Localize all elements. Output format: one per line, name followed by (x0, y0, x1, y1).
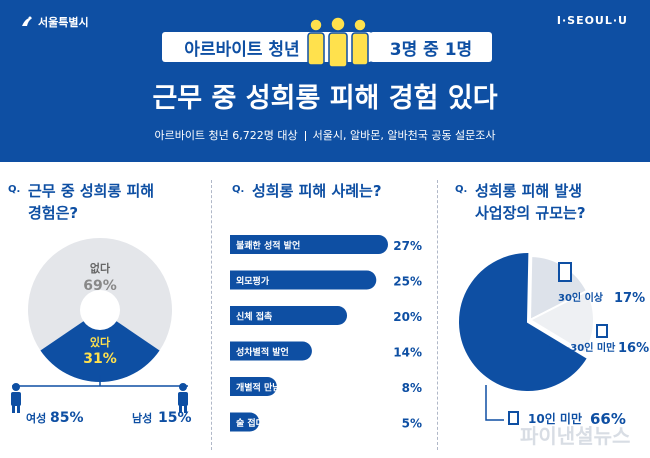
pie-value-2: 16% (618, 341, 649, 356)
headline: 근무 중 성희롱 피해 경험 있다 (152, 83, 498, 114)
donut-slice-yes (40, 310, 160, 382)
seoul-logo-icon (20, 15, 34, 29)
bar-cap-2 (230, 306, 249, 325)
male-icon (178, 383, 188, 413)
bar-label-3: 성차별적 발언 (236, 346, 289, 358)
pill-right: 3명 중 1명 (370, 32, 492, 62)
male-icon-leg-left (179, 405, 182, 413)
bar-value-1: 25% (393, 275, 422, 289)
building-icon-small (508, 411, 519, 425)
brand-slogan: I·SEOUL·U (556, 14, 628, 27)
female-icon-leg-right (17, 405, 20, 413)
bar-label-1: 외모평가 (236, 275, 270, 287)
female-icon (11, 383, 21, 413)
male-icon-leg-right (184, 405, 187, 413)
building-icon-large (558, 262, 572, 282)
question-3-line-1: 성희롱 피해 발생 (475, 182, 583, 200)
bar-cap-1 (230, 270, 249, 290)
pill-right-text: 3명 중 1명 (389, 39, 473, 60)
question-1-line-2: 경험은? (28, 204, 79, 222)
bar-label-2: 신체 접촉 (236, 311, 272, 323)
divider-1 (211, 180, 212, 450)
bar-cap-5 (230, 412, 249, 432)
leader-line (485, 385, 504, 421)
bar-1 (230, 270, 377, 290)
gender-value-male: 15% (158, 410, 192, 426)
pie-value-1: 17% (614, 291, 645, 306)
seoul-logo: 서울특별시 (20, 14, 89, 30)
bar-3 (230, 341, 312, 361)
donut-hole (80, 290, 120, 330)
building-icon-medium (596, 324, 608, 338)
female-icon-head (12, 383, 20, 391)
q-mark: Q. (232, 184, 245, 195)
watermark: 파이낸셜뉴스 (520, 424, 631, 448)
female-icon-body (11, 392, 21, 406)
q-mark: Q. (455, 184, 468, 195)
experience-donut-chart: 없다 69% 있다 31% 여성 85% 남성 15% (11, 238, 192, 426)
bar-0 (230, 235, 388, 254)
q-mark: Q. (8, 184, 21, 195)
pie-slice-0 (457, 251, 590, 393)
bar-label-5: 술 접대 강요 (236, 417, 284, 429)
pie-label-0: 10인 미만 (528, 411, 582, 426)
logo-text: 서울특별시 (38, 16, 89, 29)
female-icon-leg-left (12, 405, 15, 413)
question-3-line-2: 사업장의 규모는? (475, 204, 586, 222)
gender-value-female: 85% (50, 410, 84, 426)
bar-label-4: 개별적 만남 요구 (236, 382, 300, 394)
bar-value-0: 27% (393, 239, 422, 253)
bar-value-2: 20% (393, 310, 422, 324)
bar-value-4: 8% (402, 381, 422, 395)
header-banner: 서울특별시 I·SEOUL·U 아르바이트 청년 3명 중 1명 근무 중 성희… (0, 0, 650, 162)
bar-cap-4 (230, 377, 249, 396)
bar-cap-3 (230, 341, 249, 361)
survey-info: 아르바이트 청년 6,722명 대상 서울시, 알바몬, 알바천국 공동 설문조사 (0, 127, 650, 143)
pie-label-2: 10~30인 미만 (548, 341, 616, 354)
donut-label-yes: 있다 (90, 335, 111, 349)
pie-slice-2 (527, 289, 595, 355)
question-1-line-1: 근무 중 성희롱 피해 (28, 182, 155, 200)
bar-value-3: 14% (393, 346, 422, 360)
bar-value-5: 5% (402, 417, 422, 431)
people-icon (307, 16, 369, 68)
male-icon-head (179, 383, 187, 391)
pie-value-0: 66% (590, 410, 626, 428)
bar-cap-0 (230, 235, 249, 254)
donut-value-yes: 31% (83, 351, 117, 367)
harassment-types-bar-chart: 불쾌한 성적 발언 27% 외모평가 25% 신체 접촉 20% 성차별적 발언 14% 개별적… (230, 235, 422, 432)
donut-label-no: 없다 (90, 261, 111, 275)
male-icon-body (178, 392, 188, 406)
question-2-text: 성희롱 피해 사례는? (252, 182, 382, 200)
question-2: Q. 성희롱 피해 사례는? (232, 180, 432, 210)
donut-value-no: 69% (83, 278, 117, 294)
pill-left-text: 아르바이트 청년 (184, 39, 300, 60)
survey-target: 아르바이트 청년 6,722명 대상 (154, 129, 298, 142)
workplace-size-pie-chart: 30인 이상 17% 10~30인 미만 16% 10인 미만 66% (457, 251, 649, 428)
separator (304, 131, 306, 141)
divider-2 (437, 180, 438, 450)
bar-label-0: 불쾌한 성적 발언 (236, 240, 300, 252)
pie-label-1: 30인 이상 (558, 291, 604, 304)
gender-label-female: 여성 (26, 411, 46, 425)
gender-label-male: 남성 (132, 411, 152, 425)
survey-source: 서울시, 알바몬, 알바천국 공동 설문조사 (312, 129, 496, 142)
bar-2 (230, 306, 348, 325)
